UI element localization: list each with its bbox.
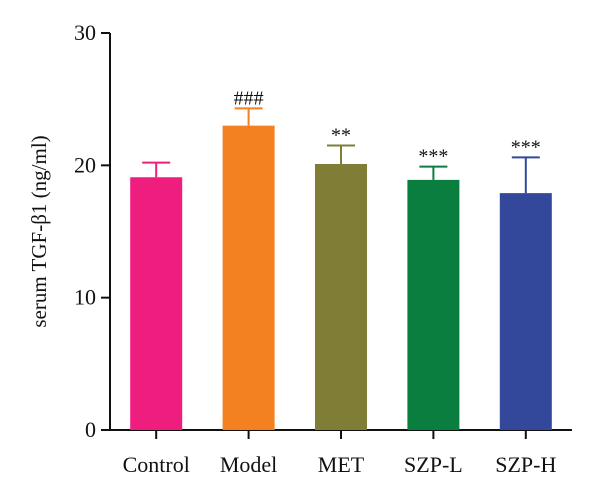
x-tick-label-met: MET — [318, 452, 365, 477]
significance-label-szp-l: *** — [418, 146, 448, 168]
y-tick-label-10: 10 — [74, 285, 96, 310]
significance-label-model: ### — [234, 87, 264, 109]
significance-label-met: ** — [331, 124, 351, 146]
x-tick-label-szp-l: SZP-L — [404, 452, 463, 477]
bar-szp-l — [407, 179, 460, 430]
x-tick-labels: Control Model MET SZP-L SZP-H — [123, 452, 557, 477]
y-axis-title: serum TGF-β1 (ng/ml) — [27, 135, 51, 327]
y-tick-labels: 0 10 20 30 — [74, 20, 96, 442]
bar-control — [130, 177, 183, 430]
x-tick-label-model: Model — [220, 452, 277, 477]
bars — [130, 125, 552, 430]
significance-labels: ###***** *** — [234, 87, 541, 167]
y-tick-label-30: 30 — [74, 20, 96, 45]
y-tick-label-20: 20 — [74, 152, 96, 177]
bar-model — [222, 125, 275, 430]
significance-label-szp-h: *** — [511, 136, 541, 158]
x-tick-label-control: Control — [123, 452, 190, 477]
x-tick-label-szp-h: SZP-H — [495, 452, 556, 477]
y-tick-label-0: 0 — [85, 417, 96, 442]
bar-met — [315, 164, 367, 430]
bar-szp-h — [499, 193, 552, 430]
error-bars — [142, 107, 540, 194]
